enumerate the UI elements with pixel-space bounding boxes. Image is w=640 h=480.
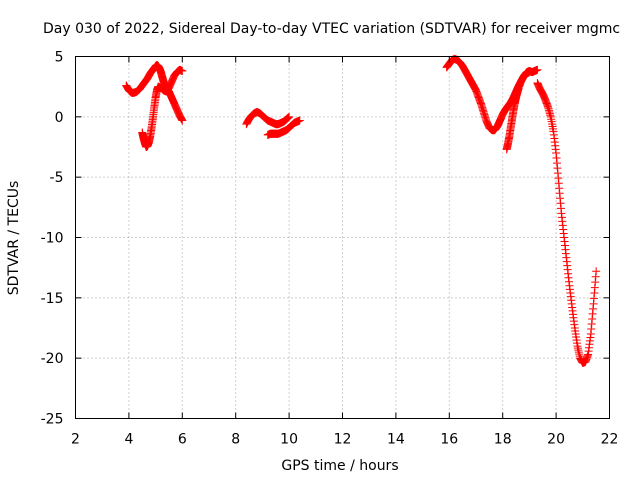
x-tick-label: 10 [280,432,298,448]
data-series [122,54,601,367]
series-arc-1 [122,60,187,125]
data-point [533,65,542,74]
series-arc-2 [138,65,187,151]
x-tick-labels: 2 4 6 8 10 12 14 16 18 20 22 [71,432,618,448]
y-tick-label: -15 [41,291,64,307]
y-tick-label: -20 [41,351,64,367]
data-point [285,112,294,121]
y-axis-label: SDTVAR / TECUs [6,181,22,296]
x-tick-label: 22 [601,432,619,448]
data-point [178,116,187,125]
axis-ticks [75,56,610,419]
x-tick-label: 6 [178,432,187,448]
x-tick-label: 18 [494,432,512,448]
series-arc-7 [533,79,601,367]
x-tick-label: 14 [387,432,405,448]
x-tick-label: 20 [547,432,565,448]
y-tick-label: 0 [55,110,64,126]
y-tick-label: -25 [41,412,64,428]
data-point [295,116,304,125]
data-point [592,267,601,276]
series-arc-6 [502,65,542,154]
x-tick-label: 4 [124,432,133,448]
y-tick-label: -10 [41,231,64,247]
x-axis-label: GPS time / hours [281,458,398,474]
series-arc-3 [242,108,294,129]
y-tick-label: 5 [55,50,64,66]
series-arc-4 [263,116,304,139]
y-tick-labels: -25 -20 -15 -10 -5 0 5 [41,50,64,428]
data-point [178,66,187,75]
x-tick-label: 16 [440,432,458,448]
x-tick-label: 12 [334,432,352,448]
x-tick-label: 2 [71,432,80,448]
chart-title: Day 030 of 2022, Sidereal Day-to-day VTE… [43,21,620,37]
y-tick-label: -5 [50,170,64,186]
x-tick-label: 8 [231,432,240,448]
